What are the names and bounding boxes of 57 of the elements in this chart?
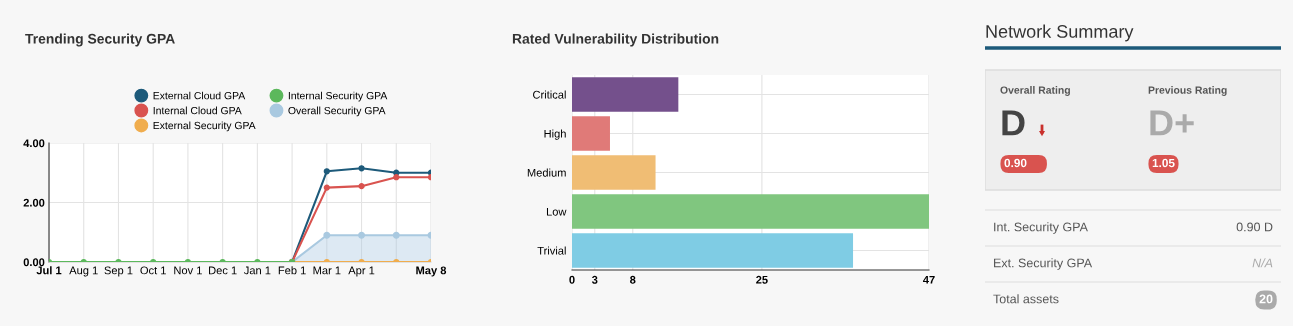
text: D: [1002, 110, 1025, 136]
bar: [572, 155, 656, 190]
x-tick-label: Aug 1: [69, 266, 98, 277]
point: [393, 174, 400, 181]
legend-label: Internal Cloud GPA: [153, 106, 242, 115]
point: [358, 165, 365, 172]
x-tick-label: Sep 1: [104, 266, 133, 277]
text: Ext. Security GPA: [994, 258, 1093, 270]
x-tick-label: Jul 1: [36, 266, 62, 275]
text: 1.05: [1152, 158, 1175, 168]
text: 0.90: [1004, 158, 1027, 168]
point: [323, 231, 331, 239]
x-tick-label: Dec 1: [209, 266, 237, 275]
y-tick-label: 0.00: [23, 258, 45, 267]
bar: [572, 233, 854, 268]
y-tick-label: 2.00: [23, 198, 45, 207]
bar: [572, 77, 679, 112]
y-tick-label: Critical: [533, 90, 566, 99]
y-tick-label: 4.00: [23, 139, 45, 148]
text: N/A: [1252, 258, 1273, 268]
y-tick-label: High: [544, 129, 566, 140]
x-tick-label: Apr 1: [348, 266, 375, 277]
text: D+: [1150, 110, 1194, 136]
x-tick-label: 47: [922, 275, 935, 284]
y-tick-label: Medium: [527, 168, 566, 177]
text: Network Summary: [986, 24, 1134, 42]
point: [323, 184, 330, 191]
point: [358, 231, 366, 239]
text: Int. Security GPA: [994, 222, 1088, 234]
y-tick-label: Low: [546, 207, 567, 216]
bar: [572, 194, 929, 229]
point: [358, 183, 365, 190]
legend-label: External Security GPA: [153, 121, 256, 132]
x-tick-label: Feb 1: [278, 266, 306, 275]
legend-label: Overall Security GPA: [288, 106, 386, 117]
x-tick-label: Nov 1: [174, 266, 202, 275]
text: Previous Rating: [1148, 86, 1227, 96]
text: 0.90 D: [1236, 222, 1273, 232]
chart-title: Trending Security GPA: [25, 33, 175, 47]
x-tick-label: 3: [591, 275, 598, 284]
text: 20: [1259, 294, 1273, 304]
point: [392, 231, 400, 239]
x-tick-label: 0: [569, 275, 575, 284]
x-tick-label: May 8: [416, 266, 447, 277]
x-tick-label: 8: [630, 275, 636, 284]
point: [323, 168, 330, 175]
x-tick-label: Oct 1: [140, 266, 166, 275]
legend-label: External Cloud GPA: [153, 91, 246, 100]
bar: [572, 116, 610, 151]
y-tick-label: Trivial: [537, 246, 566, 255]
legend-label: Internal Security GPA: [288, 91, 388, 102]
text: Total assets: [993, 294, 1059, 304]
text: Overall Rating: [1000, 86, 1070, 96]
x-tick-label: 25: [756, 275, 768, 284]
chart-title: Rated Vulnerability Distribution: [512, 33, 719, 47]
x-tick-label: Jan 1: [243, 266, 271, 275]
x-tick-label: Mar 1: [313, 266, 341, 275]
